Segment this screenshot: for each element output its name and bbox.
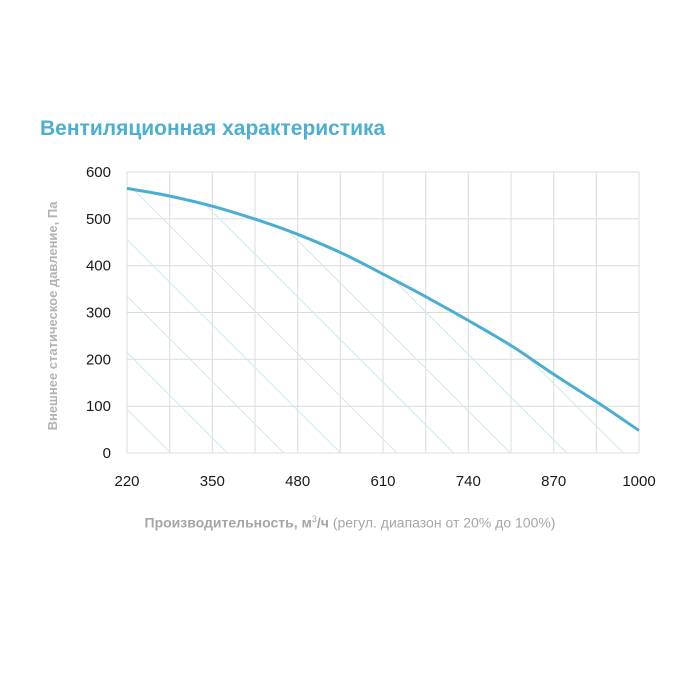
area-fill	[127, 188, 639, 453]
x-tick-label: 870	[541, 473, 566, 490]
x-axis-label: Производительность, м3/ч (регул. диапазо…	[0, 514, 700, 531]
y-tick-label: 400	[86, 258, 111, 275]
x-tick-label: 740	[456, 473, 481, 490]
x-tick-label: 1000	[622, 473, 655, 490]
x-tick-label: 480	[285, 473, 310, 490]
x-axis-label-note: (регул. диапазон от 20% до 100%)	[328, 514, 556, 531]
y-tick-label: 300	[86, 305, 111, 322]
x-tick-label: 610	[370, 473, 395, 490]
chart-title: Вентиляционная характеристика	[40, 117, 386, 140]
x-axis-label-unit: /ч	[316, 514, 329, 531]
y-tick-label: 0	[103, 445, 111, 462]
series-line	[126, 186, 640, 432]
y-axis-label: Внешнее статическое давление, Па	[45, 201, 60, 431]
x-tick-label: 220	[114, 473, 139, 490]
x-tick-label: 350	[200, 473, 225, 490]
y-tick-label: 600	[86, 164, 111, 181]
y-axis-ticks: 0 100 200 300 400 500 600	[86, 164, 111, 462]
x-axis-label-main: Производительность, м	[144, 514, 312, 531]
y-tick-label: 200	[86, 351, 111, 368]
y-tick-label: 100	[86, 398, 111, 415]
x-axis-ticks: 220 350 480 610 740 870 1000	[114, 473, 655, 490]
x-axis-label-superscript: 3	[311, 514, 317, 524]
y-tick-label: 500	[86, 211, 111, 228]
